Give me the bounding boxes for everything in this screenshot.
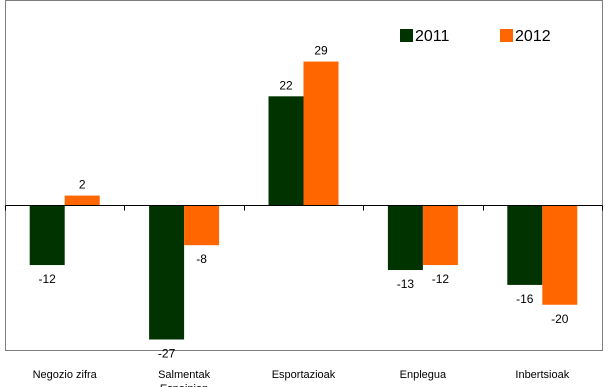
data-label: -16 <box>516 292 534 306</box>
legend-label: 2012 <box>515 28 551 45</box>
data-label: 29 <box>314 44 328 58</box>
bar-2011 <box>507 205 543 285</box>
category-label: Negozio zifra <box>33 369 98 381</box>
bars-layer <box>29 61 578 340</box>
bar-2011 <box>268 96 304 206</box>
bar-2012 <box>422 205 458 266</box>
data-label: -20 <box>551 312 569 326</box>
legend-label: 2011 <box>415 28 450 45</box>
bar-2011 <box>29 205 65 266</box>
data-label: 2 <box>79 178 86 192</box>
category-label: Inbertsioak <box>515 369 569 381</box>
bar-2012 <box>303 61 339 206</box>
data-label: -13 <box>397 277 415 291</box>
bar-2011 <box>387 205 423 271</box>
data-label: 22 <box>279 78 293 92</box>
legend-swatch <box>500 29 513 42</box>
legend-swatch <box>400 29 413 42</box>
bar-2012 <box>542 205 578 305</box>
data-label: -12 <box>39 272 57 286</box>
data-label: -27 <box>158 347 176 361</box>
axis-ticks <box>5 205 603 211</box>
data-label: -12 <box>432 272 450 286</box>
bar-2012 <box>184 205 220 246</box>
plot-frame <box>5 0 603 351</box>
category-labels: Negozio zifra SalmentakEspainian Esportazi… <box>33 369 570 387</box>
legend: 2011 2012 <box>400 28 551 45</box>
category-label: Enplegua <box>400 369 447 381</box>
data-label: -8 <box>196 252 207 266</box>
category-label: SalmentakEspainian <box>158 369 210 387</box>
category-label: Esportazioak <box>272 369 336 381</box>
data-labels: -12 2 -27 -8 22 29 -13 -12 -16 -20 <box>39 44 569 361</box>
bar-2012 <box>64 195 100 206</box>
bar-2011 <box>149 205 185 340</box>
